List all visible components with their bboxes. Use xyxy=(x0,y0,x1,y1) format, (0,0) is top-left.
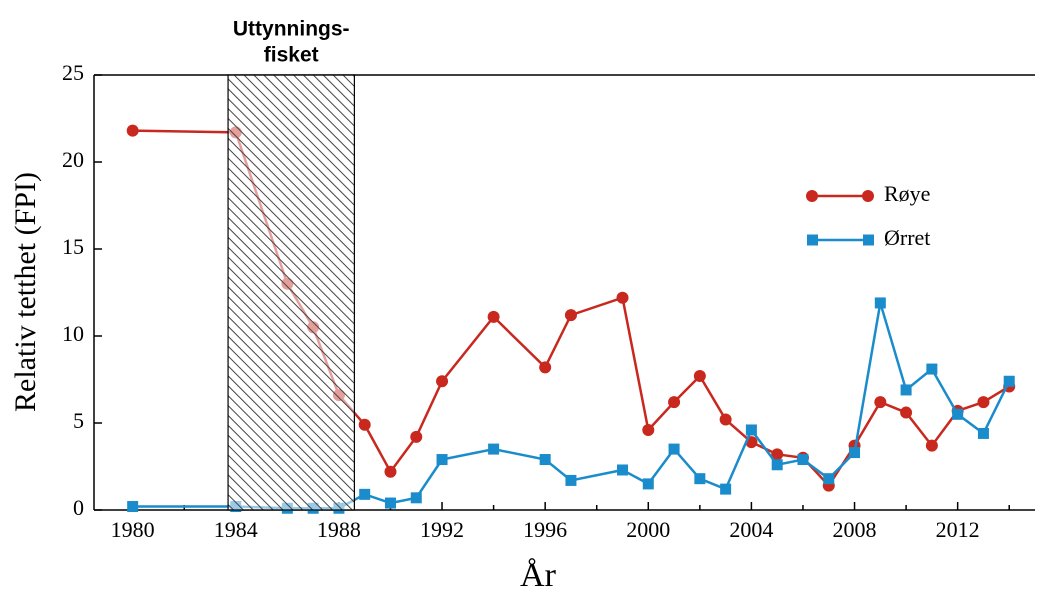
marker xyxy=(436,454,448,466)
marker xyxy=(565,474,577,486)
region-label: Uttynnings- xyxy=(233,18,350,41)
marker xyxy=(488,443,500,455)
marker xyxy=(410,430,423,443)
marker xyxy=(771,448,784,461)
marker xyxy=(436,375,449,388)
region-label: fisket xyxy=(264,44,319,67)
marker xyxy=(642,478,654,490)
marker xyxy=(487,310,500,323)
marker xyxy=(849,447,861,459)
marker xyxy=(874,297,886,309)
x-axis-label: År xyxy=(520,557,557,594)
x-tick-label: 1996 xyxy=(523,517,567,542)
marker xyxy=(952,408,964,420)
shaded-region xyxy=(227,74,355,511)
marker xyxy=(384,497,396,509)
marker xyxy=(617,464,629,476)
x-tick-label: 2000 xyxy=(626,517,670,542)
x-tick-label: 2012 xyxy=(936,517,980,542)
x-tick-label: 2004 xyxy=(729,517,773,542)
legend-marker xyxy=(862,190,874,202)
marker xyxy=(719,413,732,426)
marker xyxy=(925,439,938,452)
y-axis-label: Relativ tetthet (FPI) xyxy=(9,172,42,412)
marker xyxy=(771,459,783,471)
marker xyxy=(720,483,732,495)
marker xyxy=(126,124,139,137)
marker xyxy=(642,423,655,436)
marker xyxy=(127,501,139,513)
marker xyxy=(693,370,706,383)
marker xyxy=(564,309,577,322)
y-tick-label: 0 xyxy=(73,495,84,520)
marker xyxy=(926,363,938,375)
marker xyxy=(668,443,680,455)
legend-label: Ørret xyxy=(884,225,930,250)
y-tick-label: 25 xyxy=(62,60,84,85)
marker xyxy=(616,291,629,304)
marker xyxy=(900,406,913,419)
marker xyxy=(359,488,371,500)
legend-marker xyxy=(807,234,818,246)
y-tick-label: 20 xyxy=(62,147,84,172)
marker xyxy=(384,465,397,478)
y-tick-label: 15 xyxy=(62,234,84,259)
x-tick-label: 1984 xyxy=(214,517,258,542)
marker xyxy=(900,384,912,396)
marker xyxy=(977,396,990,409)
marker xyxy=(977,427,989,439)
legend-marker xyxy=(863,234,874,246)
marker xyxy=(694,473,706,485)
x-tick-label: 1988 xyxy=(317,517,361,542)
marker xyxy=(539,454,551,466)
legend-label: Røye xyxy=(884,181,930,206)
marker xyxy=(874,396,887,409)
legend-marker xyxy=(806,190,818,202)
marker xyxy=(668,396,681,409)
marker xyxy=(823,473,835,485)
y-tick-label: 10 xyxy=(62,321,84,346)
x-tick-label: 1980 xyxy=(111,517,155,542)
marker xyxy=(797,454,809,466)
marker xyxy=(1003,375,1015,387)
marker xyxy=(358,418,371,431)
x-tick-label: 1992 xyxy=(420,517,464,542)
marker xyxy=(410,492,422,504)
marker xyxy=(745,424,757,436)
y-tick-label: 5 xyxy=(73,408,84,433)
marker xyxy=(539,361,552,374)
x-tick-label: 2008 xyxy=(833,517,877,542)
